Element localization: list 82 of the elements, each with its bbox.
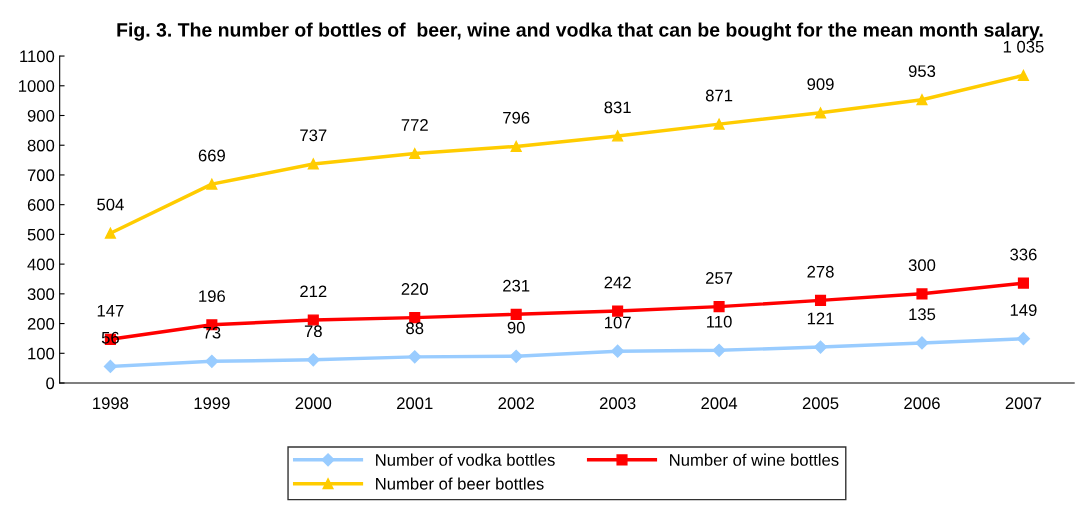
y-tick-label: 600 — [27, 199, 55, 211]
point — [814, 107, 827, 119]
point — [916, 94, 928, 106]
point — [408, 350, 422, 364]
point — [713, 118, 725, 130]
chart-title: Fig. 3. The number of bottles of beer, wine and vodka that can be bought for the mean month salary. — [117, 22, 1043, 41]
x-tick-label: 2007 — [1005, 397, 1042, 410]
legend-label: Number of beer bottles — [376, 477, 544, 490]
data-label: 669 — [198, 149, 225, 162]
y-tick-label: 1000 — [19, 80, 55, 92]
y-tick-label: 900 — [27, 109, 55, 122]
point — [205, 354, 219, 368]
data-label: 336 — [1010, 248, 1037, 261]
y-tick-label: 0 — [46, 377, 55, 390]
data-label: 121 — [807, 312, 834, 325]
data-label: 871 — [705, 89, 733, 102]
point — [103, 359, 117, 373]
point — [814, 294, 827, 306]
y-tick-label: 100 — [28, 347, 55, 360]
point — [510, 308, 522, 320]
data-label: 110 — [707, 315, 732, 328]
y-tick-label: 700 — [27, 169, 55, 182]
point — [915, 336, 929, 350]
x-tick-label: 2006 — [904, 397, 940, 410]
data-label: 1 035 — [1003, 40, 1044, 53]
point — [306, 353, 320, 367]
point — [510, 140, 522, 152]
point — [612, 305, 624, 317]
data-label: 231 — [503, 279, 530, 292]
data-label: 257 — [706, 272, 733, 284]
x-tick-label: 2005 — [802, 397, 839, 410]
x-tick-label: 1998 — [93, 397, 129, 410]
x-tick-label: 2002 — [498, 397, 534, 410]
point — [206, 178, 218, 190]
point — [307, 314, 319, 326]
data-label: 909 — [807, 78, 834, 91]
data-label: 196 — [199, 290, 226, 303]
data-label: 107 — [605, 316, 631, 329]
y-tick-label: 800 — [27, 139, 55, 152]
legend-label: Number of wine bottles — [670, 453, 839, 466]
x-tick-label: 1999 — [194, 397, 230, 410]
data-label: 831 — [604, 101, 631, 114]
point — [612, 130, 624, 142]
data-label: 212 — [300, 285, 327, 298]
y-tick-label: 1100 — [20, 50, 55, 63]
legend-label: Number of vodka bottles — [376, 453, 555, 466]
point — [409, 147, 421, 160]
point — [916, 288, 928, 300]
data-label: 88 — [406, 322, 424, 335]
data-label: 220 — [401, 283, 428, 295]
data-label: 737 — [300, 129, 327, 142]
point — [712, 343, 726, 357]
point — [1016, 332, 1031, 346]
data-label: 278 — [807, 265, 834, 278]
point — [509, 349, 523, 363]
data-label: 504 — [97, 198, 124, 211]
data-label: 772 — [401, 119, 428, 131]
data-label: 953 — [908, 65, 936, 78]
y-tick-label: 300 — [27, 288, 55, 301]
point — [1017, 277, 1029, 289]
data-label: 149 — [1010, 304, 1037, 316]
data-label: 73 — [203, 326, 221, 339]
point — [813, 340, 828, 354]
point — [307, 158, 319, 170]
x-tick-label: 2003 — [599, 397, 636, 410]
data-label: 300 — [908, 259, 936, 272]
y-tick-label: 200 — [27, 317, 55, 330]
x-tick-label: 2001 — [397, 397, 433, 410]
y-tick-label: 400 — [27, 258, 55, 271]
data-label: 90 — [507, 321, 525, 334]
data-label: 796 — [503, 111, 530, 124]
y-tick-label: 500 — [27, 228, 55, 241]
data-label: 78 — [304, 325, 322, 338]
point — [104, 227, 116, 239]
point — [611, 344, 625, 358]
data-label: 135 — [909, 308, 936, 321]
x-tick-label: 2000 — [295, 397, 332, 410]
point — [713, 301, 725, 313]
data-label: 242 — [604, 276, 631, 289]
x-tick-label: 2004 — [701, 397, 738, 410]
point — [1017, 69, 1029, 81]
data-label: 147 — [97, 304, 124, 317]
